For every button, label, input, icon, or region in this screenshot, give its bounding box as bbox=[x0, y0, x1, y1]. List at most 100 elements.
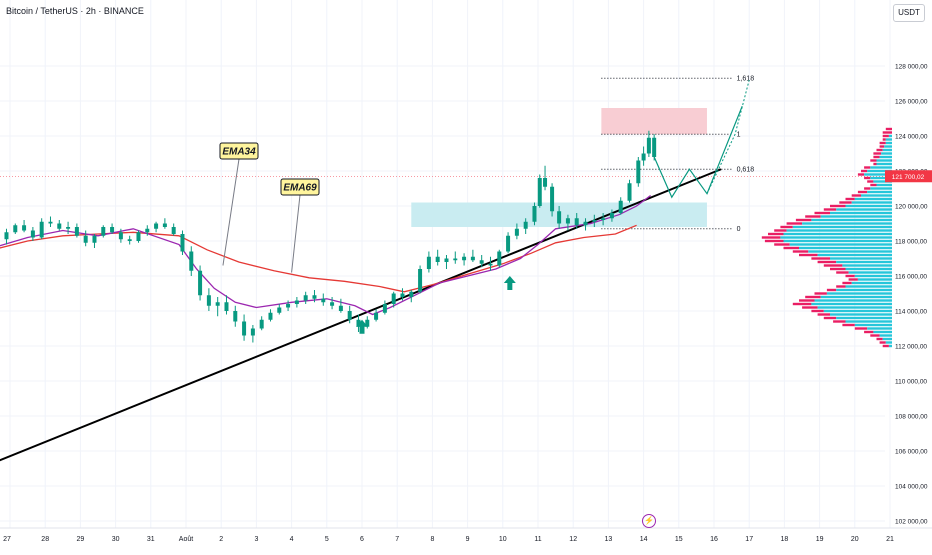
x-tick-label: 7 bbox=[395, 536, 399, 543]
x-tick-label: 31 bbox=[147, 536, 155, 543]
volume-profile-bar bbox=[870, 187, 892, 190]
candle bbox=[391, 293, 396, 304]
lightning-icon[interactable]: ⚡ bbox=[642, 514, 656, 528]
candle bbox=[470, 256, 475, 261]
currency-button[interactable]: USDT bbox=[893, 4, 925, 22]
volume-profile-bar bbox=[876, 183, 892, 187]
candle bbox=[145, 228, 150, 233]
y-tick-label: 114 000,00 bbox=[895, 309, 927, 316]
volume-profile-bar bbox=[768, 232, 784, 236]
volume-profile-bar bbox=[879, 155, 892, 159]
candle bbox=[523, 221, 528, 229]
fib-label: 0,618 bbox=[737, 166, 755, 173]
candle bbox=[435, 256, 440, 262]
candle bbox=[488, 263, 493, 266]
volume-profile-bar bbox=[848, 278, 858, 281]
x-tick-label: 17 bbox=[745, 536, 753, 543]
candle bbox=[565, 218, 570, 224]
candle bbox=[506, 235, 511, 252]
volume-profile-bar bbox=[799, 299, 815, 302]
candle bbox=[641, 153, 646, 161]
candle bbox=[652, 137, 657, 157]
y-tick-label: 124 000,00 bbox=[895, 134, 928, 141]
volume-profile-bar bbox=[836, 271, 849, 274]
candle bbox=[609, 213, 614, 219]
volume-profile-bar bbox=[870, 183, 877, 187]
volume-profile-bar bbox=[881, 152, 892, 155]
volume-profile-bar bbox=[882, 131, 892, 134]
volume-profile-bar bbox=[845, 197, 855, 201]
volume-profile-bar bbox=[873, 180, 892, 183]
volume-profile-bar bbox=[867, 327, 892, 330]
volume-profile-bar bbox=[848, 271, 892, 274]
x-tick-label: 27 bbox=[3, 536, 11, 543]
volume-profile-bar bbox=[845, 320, 892, 323]
volume-profile-bar bbox=[820, 295, 892, 299]
y-tick-label: 102 000,00 bbox=[895, 519, 928, 526]
candle bbox=[233, 311, 238, 322]
x-tick-label: 21 bbox=[886, 536, 894, 543]
volume-profile-bar bbox=[783, 246, 799, 250]
x-tick-label: 8 bbox=[430, 536, 434, 543]
last-price-tag bbox=[885, 170, 932, 183]
volume-profile-bar bbox=[845, 267, 892, 271]
x-tick-label: 2 bbox=[219, 536, 223, 543]
projection-path-dotted bbox=[706, 79, 750, 194]
volume-profile-bar bbox=[802, 222, 892, 225]
volume-profile-bar bbox=[817, 260, 837, 264]
x-tick-label: 20 bbox=[851, 536, 859, 543]
volume-profile-bar bbox=[764, 239, 784, 243]
volume-profile-bar bbox=[830, 204, 846, 208]
volume-profile-bar bbox=[857, 190, 868, 194]
candle bbox=[286, 304, 291, 308]
volume-profile-bar bbox=[867, 190, 892, 194]
volume-profile-bar bbox=[873, 155, 880, 159]
volume-profile-bar bbox=[780, 236, 892, 239]
candle bbox=[618, 200, 623, 213]
candle bbox=[497, 251, 502, 266]
candle bbox=[574, 218, 579, 226]
volume-profile-bar bbox=[811, 302, 892, 306]
volume-profile-bar bbox=[888, 134, 892, 138]
candle bbox=[48, 221, 53, 224]
y-tick-label: 104 000,00 bbox=[895, 484, 928, 491]
x-tick-label: 11 bbox=[534, 536, 541, 543]
y-tick-label: 110 000,00 bbox=[895, 379, 927, 386]
volume-profile-bar bbox=[851, 281, 892, 285]
volume-profile-bar bbox=[876, 159, 892, 162]
candle bbox=[215, 302, 220, 306]
candle bbox=[224, 302, 229, 311]
volume-profile-bar bbox=[882, 344, 889, 348]
x-tick-label: 6 bbox=[360, 536, 364, 543]
volume-profile-bar bbox=[842, 264, 892, 267]
volume-profile-bar bbox=[870, 176, 892, 180]
volume-profile-bar bbox=[817, 253, 892, 257]
last-price-label: 121 700,02 bbox=[892, 174, 925, 181]
x-tick-label: 16 bbox=[710, 536, 718, 543]
volume-profile-bar bbox=[845, 204, 892, 208]
candle bbox=[206, 295, 211, 306]
volume-profile-bar bbox=[864, 330, 874, 334]
x-tick-label: 9 bbox=[466, 536, 470, 543]
candle bbox=[39, 221, 44, 238]
volume-profile-bar bbox=[774, 229, 787, 232]
up-arrow-icon bbox=[503, 276, 516, 290]
x-tick-label: 29 bbox=[77, 536, 85, 543]
candle bbox=[242, 321, 247, 336]
candle bbox=[409, 291, 414, 297]
volume-profile-bar bbox=[864, 166, 871, 169]
candle bbox=[537, 178, 542, 206]
y-tick-label: 116 000,00 bbox=[895, 274, 927, 281]
x-tick-label: 14 bbox=[640, 536, 648, 543]
volume-profile-bar bbox=[826, 292, 892, 295]
symbol-title[interactable]: Bitcoin / TetherUS · 2h · BINANCE bbox=[6, 6, 144, 16]
volume-profile-bar bbox=[814, 211, 830, 215]
volume-profile-bar bbox=[861, 194, 892, 197]
candle bbox=[365, 319, 370, 327]
volume-profile-bar bbox=[836, 288, 892, 292]
volume-profile-bar bbox=[814, 299, 892, 302]
candle bbox=[636, 160, 641, 184]
volume-profile-bar bbox=[836, 285, 846, 288]
volume-profile-bar bbox=[888, 344, 892, 348]
